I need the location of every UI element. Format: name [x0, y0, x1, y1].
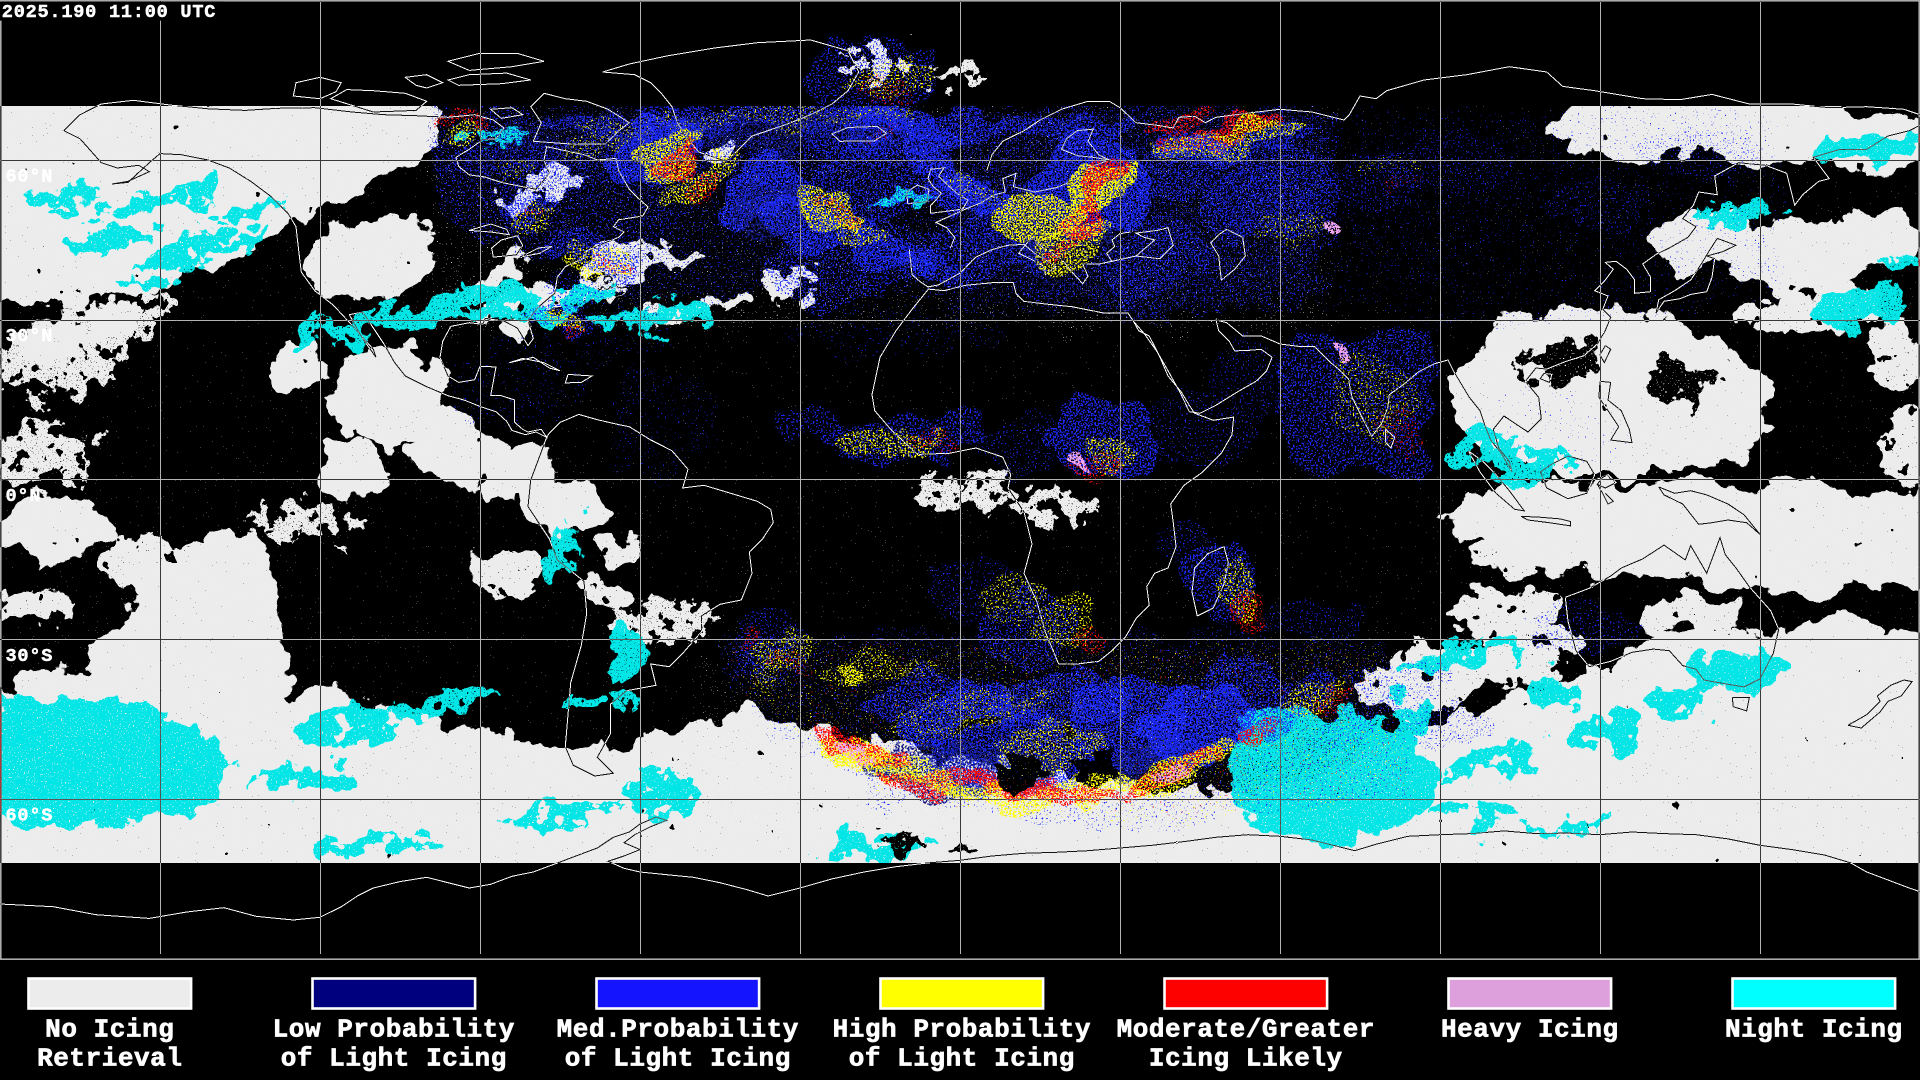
svg-text:30°N: 30°N: [6, 326, 54, 347]
svg-text:of Light Icing: of Light Icing: [849, 1044, 1075, 1074]
svg-text:of Light Icing: of Light Icing: [281, 1044, 507, 1074]
svg-text:Med.Probability: Med.Probability: [557, 1015, 799, 1045]
svg-text:0°N: 0°N: [6, 486, 42, 507]
svg-text:No Icing: No Icing: [45, 1015, 174, 1045]
svg-text:Icing Likely: Icing Likely: [1149, 1044, 1343, 1074]
svg-text:of Light Icing: of Light Icing: [565, 1044, 791, 1074]
svg-text:High Probability: High Probability: [833, 1015, 1091, 1045]
svg-text:Night Icing: Night Icing: [1725, 1015, 1903, 1045]
svg-text:30°S: 30°S: [6, 646, 54, 667]
svg-text:Moderate/Greater: Moderate/Greater: [1117, 1015, 1375, 1045]
svg-text:Retrieval: Retrieval: [37, 1044, 182, 1074]
svg-text:60°N: 60°N: [6, 166, 54, 187]
svg-text:Low Probability: Low Probability: [273, 1015, 515, 1045]
svg-text:60°S: 60°S: [6, 806, 54, 827]
svg-text:2025.190 11:00 UTC: 2025.190 11:00 UTC: [2, 2, 216, 23]
svg-text:Heavy Icing: Heavy Icing: [1441, 1015, 1619, 1045]
